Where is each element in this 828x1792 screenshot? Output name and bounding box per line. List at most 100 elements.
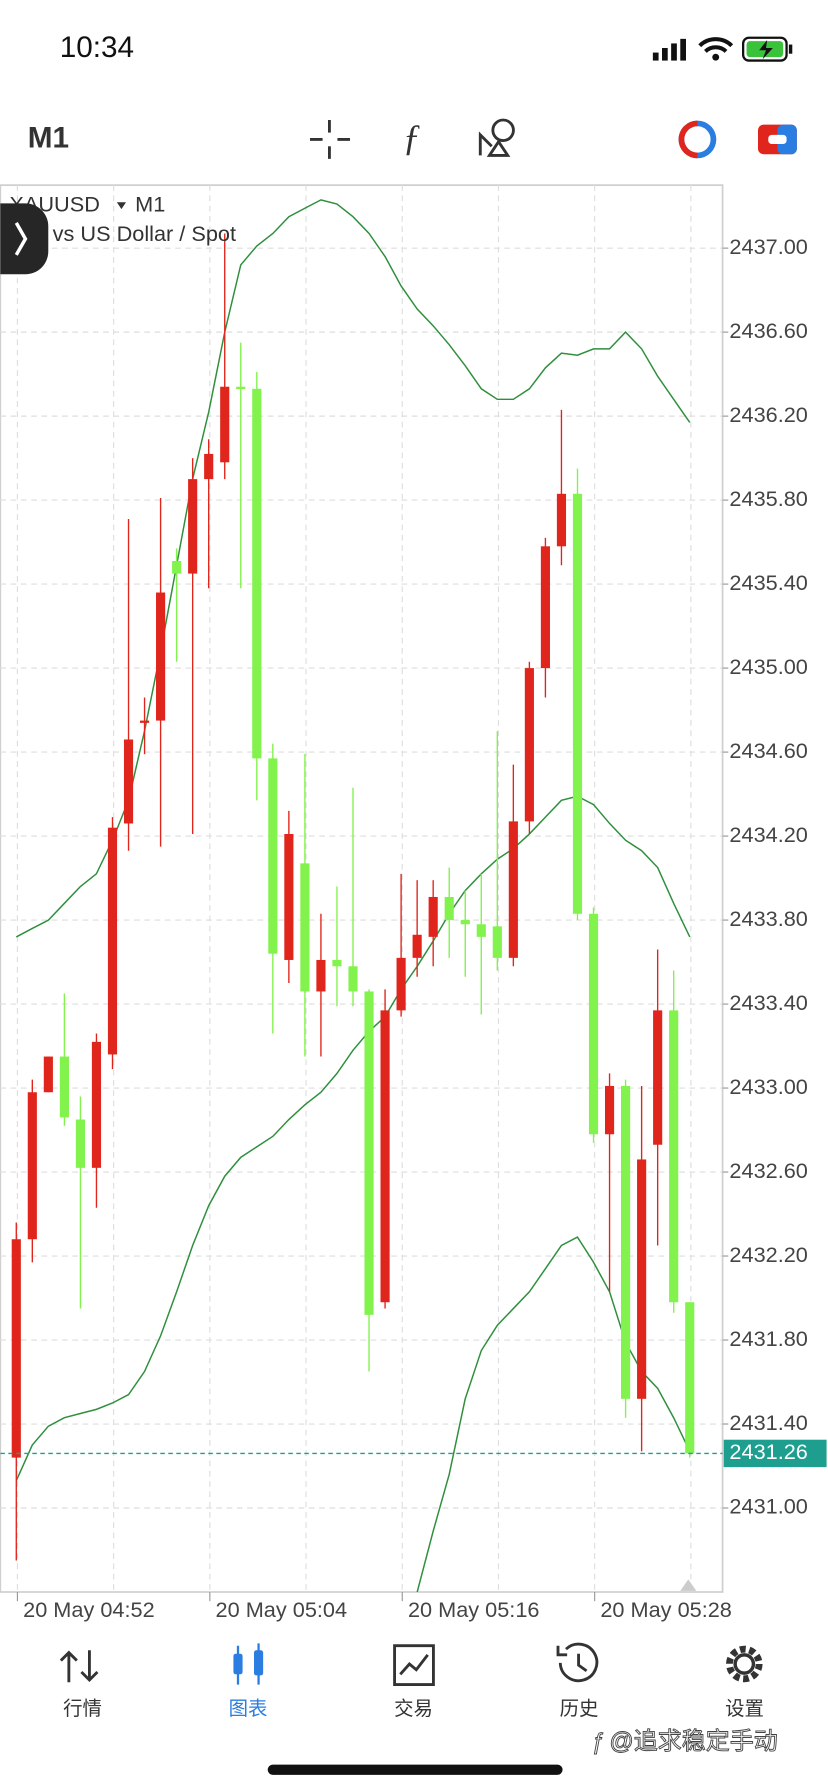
candle-body [236, 386, 246, 390]
x-tick-label: 20 May 05:28 [600, 1597, 732, 1622]
current-price-label: 2431.26 [729, 1439, 807, 1464]
scroll-marker [680, 1579, 697, 1591]
tab-bar: 行情 图表 交易 历史 设置 [59, 1642, 764, 1720]
objects-button[interactable] [478, 118, 515, 157]
candle-body [204, 453, 214, 480]
tab-icon [393, 1644, 435, 1686]
candle-body [524, 668, 534, 822]
candle-body [412, 934, 422, 958]
watermark-text: @追求稳定手动 [609, 1728, 777, 1755]
candle-body [604, 1085, 615, 1135]
side-panel-toggle[interactable] [0, 203, 49, 275]
candle-body [637, 1159, 647, 1399]
y-tick-label: 2431.00 [729, 1494, 807, 1519]
tab-icon [556, 1642, 599, 1683]
candle-body [685, 1302, 695, 1454]
tab[interactable]: 行情 [59, 1650, 102, 1720]
y-tick-label: 2436.60 [729, 318, 807, 343]
y-tick-label: 2435.80 [729, 486, 807, 511]
y-tick-label: 2435.00 [729, 654, 807, 679]
candle-body [188, 479, 198, 574]
candle-body [11, 1239, 21, 1458]
candle-body [284, 833, 294, 960]
candle-body [364, 991, 374, 1315]
tab[interactable]: 历史 [556, 1642, 599, 1720]
crosshair-button[interactable] [310, 120, 350, 159]
tab[interactable]: 设置 [725, 1645, 764, 1720]
candle-body [75, 1119, 85, 1168]
candle-body [300, 863, 310, 992]
home-indicator [267, 1764, 563, 1775]
candle-body [588, 913, 599, 1135]
trade-button[interactable] [758, 124, 797, 155]
y-tick-label: 2431.80 [729, 1326, 807, 1351]
candle-body [123, 739, 134, 824]
candle-body [59, 1056, 69, 1118]
tab-icon [726, 1645, 763, 1683]
tab[interactable]: 图表 [229, 1643, 268, 1720]
candle-body [107, 827, 118, 1055]
watermark: ƒ @追求稳定手动 [592, 1727, 778, 1755]
y-tick-label: 2433.80 [729, 906, 807, 931]
y-tick-label: 2432.60 [729, 1158, 807, 1183]
plot [0, 185, 723, 1592]
candle-body [572, 493, 583, 914]
candle-body [396, 957, 406, 1011]
y-tick-label: 2435.40 [729, 570, 807, 595]
candle-body [43, 1056, 53, 1093]
chart-timeframe: M1 [135, 191, 165, 216]
x-tick-label: 20 May 04:52 [23, 1597, 155, 1622]
candle-body [172, 561, 182, 574]
series-area [0, 199, 723, 1592]
current-price-box [723, 1439, 827, 1468]
candle-body [252, 388, 262, 759]
candle-body [156, 592, 166, 721]
candle-body [476, 924, 486, 937]
tab-icon [236, 1643, 260, 1685]
candle-body [460, 920, 470, 925]
tab-label: 设置 [725, 1698, 764, 1720]
candle-body [669, 1010, 679, 1303]
candle-body [316, 959, 326, 992]
tab-label: 行情 [63, 1698, 102, 1720]
candle-body [139, 720, 150, 723]
candle-body [27, 1092, 37, 1240]
candle-body [91, 1041, 102, 1168]
clock-button[interactable] [678, 120, 717, 159]
x-tick-label: 20 May 05:16 [408, 1597, 540, 1622]
candle-body [653, 1010, 663, 1145]
tab-label: 交易 [394, 1698, 433, 1720]
y-tick-label: 2436.20 [729, 402, 807, 427]
x-tick-label: 20 May 05:04 [216, 1597, 348, 1622]
candle-body [508, 821, 518, 958]
y-tick-label: 2434.20 [729, 822, 807, 847]
candle-body [268, 758, 278, 954]
candle-body [332, 959, 342, 967]
indicator-button[interactable]: ƒ [403, 117, 421, 158]
y-tick-label: 2437.00 [729, 234, 807, 259]
y-tick-label: 2433.00 [729, 1074, 807, 1099]
tab-label: 历史 [560, 1698, 599, 1720]
chart-description: d vs US Dollar / Spot [35, 221, 236, 246]
tab-label: 图表 [229, 1698, 268, 1720]
candle-body [492, 926, 502, 958]
candle-body [380, 1010, 390, 1303]
status-icons [652, 36, 793, 62]
candle-body [348, 966, 358, 992]
symbol-dropdown[interactable] [116, 202, 126, 210]
tab[interactable]: 交易 [393, 1644, 435, 1720]
candle-body [428, 896, 438, 937]
y-tick-label: 2433.40 [729, 990, 807, 1015]
candle-body [621, 1085, 631, 1399]
plot-frame [0, 184, 724, 1593]
y-tick-label: 2434.60 [729, 738, 807, 763]
toolbar-timeframe[interactable]: M1 [28, 121, 69, 154]
candle-body [540, 546, 550, 669]
candle-body [556, 493, 567, 547]
candle-body [220, 386, 230, 463]
status-time: 10:34 [60, 31, 134, 64]
y-tick-label: 2432.20 [729, 1242, 807, 1267]
svg-text:ƒ: ƒ [592, 1728, 605, 1754]
